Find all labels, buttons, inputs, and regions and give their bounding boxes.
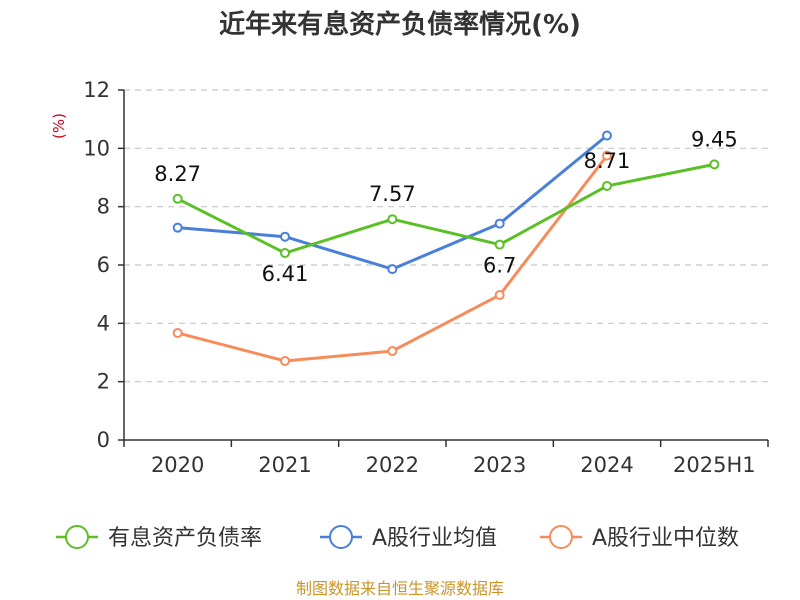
y-tick-label: 12 (83, 78, 110, 102)
data-point-0[interactable] (709, 159, 720, 170)
gridlines (124, 89, 768, 383)
y-tick-label: 2 (97, 370, 110, 394)
data-label: 9.45 (691, 127, 738, 151)
legend-item-0[interactable]: 有息资产负债率 (56, 525, 262, 551)
data-point-1[interactable] (387, 264, 398, 275)
data-point-2[interactable] (172, 327, 183, 338)
data-point-2[interactable] (494, 290, 505, 301)
y-tick-label: 6 (97, 253, 110, 277)
data-label: 7.57 (369, 182, 416, 206)
data-point-2[interactable] (387, 346, 398, 357)
x-tick-label: 2025H1 (673, 453, 756, 477)
data-point-1[interactable] (602, 130, 612, 141)
data-label: 6.41 (262, 262, 309, 286)
data-labels: 8.27 6.41 7.57 6.7 8.71 9.45 (154, 127, 737, 286)
series-line-0 (176, 162, 715, 255)
y-tick-label: 0 (97, 428, 110, 452)
x-tick-label: 2024 (580, 453, 633, 477)
legend-marker (329, 525, 353, 549)
data-point-1[interactable] (172, 222, 183, 233)
legend-marker (65, 525, 89, 549)
legend[interactable]: 有息资产负债率 A股行业均值 A股行业中位数 (56, 525, 739, 551)
legend-item-2[interactable]: A股行业中位数 (540, 525, 739, 551)
data-point-0[interactable] (602, 180, 612, 191)
data-point-0[interactable] (494, 239, 505, 250)
legend-label: A股行业中位数 (592, 526, 739, 551)
axes: 0 2 4 6 8 10 12 2020 2021 2022 2023 2024 2025H1 (83, 78, 769, 477)
x-tick-label: 2022 (366, 453, 419, 477)
data-point-2[interactable] (280, 355, 290, 366)
data-point-0[interactable] (172, 193, 183, 204)
legend-item-1[interactable]: A股行业均值 (320, 525, 497, 551)
data-label: 8.71 (584, 149, 631, 173)
legend-label: 有息资产负债率 (108, 526, 262, 551)
y-axis-unit: (%) (50, 113, 68, 139)
data-point-1[interactable] (280, 231, 290, 242)
legend-label: A股行业均值 (372, 526, 497, 551)
data-point-0[interactable] (280, 248, 290, 259)
data-point-2[interactable] (602, 150, 612, 161)
data-label: 8.27 (154, 162, 201, 186)
x-tick-label: 2020 (151, 453, 204, 477)
source-note: 制图数据来自恒生聚源数据库 (296, 579, 504, 598)
y-tick-label: 10 (83, 136, 110, 160)
legend-marker (549, 525, 573, 549)
x-tick-label: 2021 (258, 453, 311, 477)
y-tick-label: 8 (97, 195, 110, 219)
y-tick-label: 4 (97, 311, 110, 335)
data-label: 6.7 (483, 254, 516, 278)
data-point-1[interactable] (494, 218, 505, 229)
data-point-0[interactable] (387, 214, 398, 225)
x-tick-label: 2023 (473, 453, 526, 477)
chart-title: 近年来有息资产负债率情况(%) (219, 9, 581, 40)
series-lines (172, 130, 720, 366)
